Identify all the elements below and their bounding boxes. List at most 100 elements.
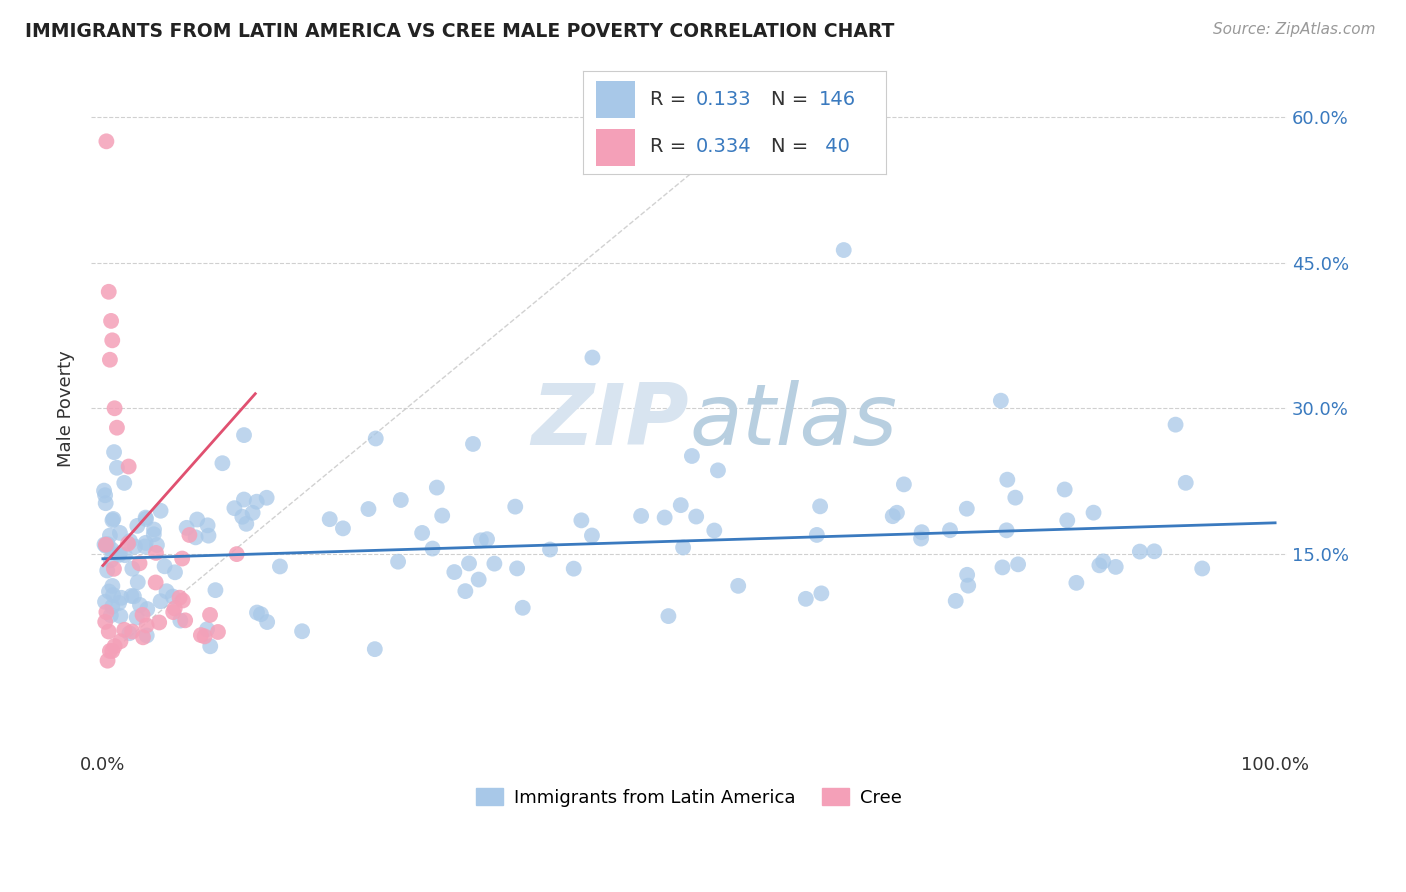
Point (886, 506, 908, 520)
Point (233, 428, 256, 442)
Point (1174, 475, 1197, 490)
Point (225, 547, 247, 561)
Point (136, 602, 159, 616)
Point (256, 615, 278, 629)
Point (96, 605, 118, 619)
Point (506, 561, 529, 575)
Point (211, 456, 233, 470)
Point (364, 432, 387, 446)
Point (93, 537, 115, 551)
Point (97, 624, 120, 639)
Point (146, 538, 169, 552)
Point (685, 509, 707, 524)
Point (806, 528, 828, 542)
Y-axis label: Male Poverty: Male Poverty (58, 350, 75, 467)
Point (94, 488, 117, 502)
Point (512, 600, 534, 615)
Point (114, 548, 136, 562)
Point (443, 565, 465, 579)
Point (194, 629, 217, 643)
Point (101, 334, 124, 348)
Text: 0.133: 0.133 (696, 89, 751, 109)
Point (707, 463, 730, 477)
Point (654, 510, 676, 524)
Point (995, 524, 1018, 538)
Point (291, 624, 314, 639)
Point (131, 607, 153, 622)
Point (197, 518, 219, 533)
Point (162, 605, 184, 619)
Point (470, 533, 492, 548)
Point (246, 606, 269, 620)
Point (389, 493, 412, 508)
Point (118, 626, 141, 640)
Point (162, 590, 184, 604)
Point (991, 560, 1014, 574)
Point (169, 591, 191, 605)
Point (232, 492, 254, 507)
Point (97, 654, 120, 668)
Point (179, 528, 201, 542)
Point (995, 473, 1018, 487)
Point (1004, 491, 1026, 505)
Text: 40: 40 (820, 136, 851, 156)
Point (1066, 575, 1088, 590)
Text: atlas: atlas (689, 380, 897, 463)
Point (112, 475, 135, 490)
Point (142, 527, 165, 541)
Point (503, 500, 526, 514)
Point (112, 623, 135, 637)
Point (411, 525, 433, 540)
Point (332, 521, 354, 535)
Point (893, 477, 915, 491)
Point (1007, 558, 1029, 572)
Point (108, 546, 131, 560)
Point (134, 540, 156, 554)
Point (1143, 544, 1166, 558)
Point (94, 595, 117, 609)
Point (184, 530, 207, 544)
Point (97, 537, 120, 551)
Text: N =: N = (770, 89, 814, 109)
Point (200, 640, 222, 654)
Point (98, 352, 121, 367)
Point (1191, 561, 1213, 575)
Point (810, 586, 832, 600)
Point (108, 548, 131, 562)
Point (657, 609, 679, 624)
Point (118, 459, 141, 474)
Point (108, 525, 131, 540)
Text: 146: 146 (820, 89, 856, 109)
Point (103, 445, 125, 459)
Point (149, 594, 172, 608)
Point (101, 599, 124, 614)
Point (562, 562, 585, 576)
Point (956, 567, 979, 582)
Bar (596, 128, 636, 166)
Point (224, 501, 246, 516)
Point (794, 591, 817, 606)
Point (149, 504, 172, 518)
Point (569, 513, 592, 527)
Point (94, 615, 117, 629)
Point (364, 642, 387, 657)
Point (1053, 483, 1076, 497)
Point (172, 593, 194, 607)
Point (242, 506, 264, 520)
Point (186, 512, 208, 526)
Point (422, 541, 444, 556)
Point (1092, 554, 1115, 568)
Point (319, 512, 342, 526)
Legend: Immigrants from Latin America, Cree: Immigrants from Latin America, Cree (468, 780, 910, 814)
Point (145, 546, 167, 560)
Point (461, 437, 484, 451)
Point (911, 525, 934, 540)
Point (135, 536, 157, 550)
Point (108, 596, 131, 610)
Point (135, 512, 157, 526)
Point (1129, 544, 1152, 558)
Point (176, 521, 198, 535)
Point (110, 634, 132, 648)
Point (387, 555, 409, 569)
Point (105, 420, 128, 434)
